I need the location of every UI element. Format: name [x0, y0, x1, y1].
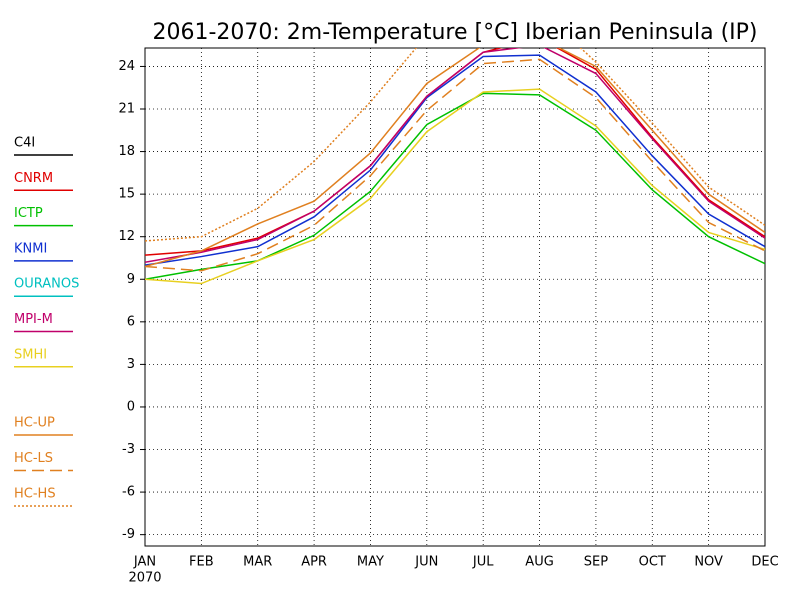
legend-label: HC-HS: [14, 487, 56, 502]
y-tick-label: 0: [127, 399, 135, 414]
legend-label: CNRM: [14, 171, 53, 186]
x-tick-label: OCT: [639, 555, 666, 570]
series-line: [145, 54, 765, 266]
y-tick-label: 12: [118, 229, 135, 244]
legend-label: HC-LS: [14, 451, 53, 466]
x-tick-label: SEP: [584, 555, 608, 570]
legend-label: OURANOS: [14, 277, 79, 292]
series-line: [145, 48, 765, 242]
y-tick-label: 18: [118, 144, 135, 159]
legend-label: ICTP: [14, 206, 43, 221]
y-tick-label: -9: [122, 527, 135, 542]
x-tick-label: APR: [301, 555, 327, 570]
series-line: [145, 88, 765, 285]
x-tick-label: JUN: [414, 555, 438, 570]
x-tick-label: MAR: [243, 555, 272, 570]
y-tick-label: 15: [118, 187, 135, 202]
x-tick-label: JAN: [133, 555, 156, 570]
y-tick-label: 6: [127, 314, 135, 329]
y-tick-label: 9: [127, 272, 135, 287]
legend-label: C4I: [14, 136, 35, 151]
x-tick-label: JUL: [472, 555, 494, 570]
chart-title: 2061-2070: 2m-Temperature [°C] Iberian P…: [152, 20, 757, 45]
legend-label: KNMI: [14, 241, 47, 256]
y-tick-label: 24: [118, 59, 135, 74]
y-tick-label: -3: [122, 442, 135, 457]
plot-frame: [144, 47, 766, 547]
legend-label: SMHI: [14, 347, 47, 362]
series-line: [145, 48, 765, 268]
legend-label: MPI-M: [14, 312, 53, 327]
legend-label: HC-UP: [14, 416, 55, 431]
x-tick-label: MAY: [357, 555, 384, 570]
plot-lines: [145, 48, 765, 285]
x-sublabel: 2070: [128, 571, 161, 586]
y-tick-label: 3: [127, 357, 135, 372]
series-line: [145, 58, 765, 272]
y-tick-label: 21: [118, 102, 135, 117]
series-line: [145, 48, 765, 263]
series-line: [145, 92, 765, 281]
x-tick-label: DEC: [751, 555, 778, 570]
series-line: [145, 48, 765, 256]
x-tick-label: FEB: [189, 555, 214, 570]
x-tick-label: AUG: [525, 555, 553, 570]
x-tick-label: NOV: [694, 555, 723, 570]
y-tick-label: -6: [122, 485, 135, 500]
